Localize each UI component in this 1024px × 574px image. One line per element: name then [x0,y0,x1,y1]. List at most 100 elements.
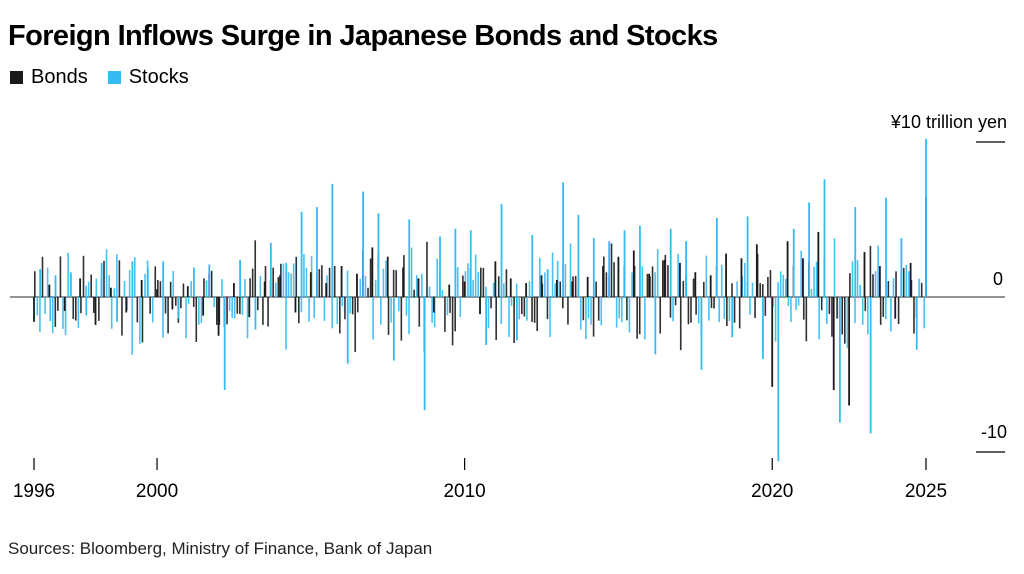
background-bar [644,297,646,340]
bar-bonds [755,244,758,297]
bar-stocks [792,228,795,297]
background-bar [874,271,877,297]
background-bar [426,241,428,297]
background-bar [292,263,295,297]
bar-stocks [362,191,365,297]
bar-stocks [423,297,426,411]
background-bar [736,281,738,297]
background-bar [718,297,720,322]
background-bar [267,297,269,327]
background-bar [221,279,223,297]
bar-bonds [233,283,235,297]
background-bar [351,297,354,315]
background-bar [195,297,198,342]
background-bar [436,258,439,297]
background-bar [39,297,41,333]
background-bar [410,247,413,297]
background-bar [826,297,828,324]
background-bar [669,297,672,318]
background-bar [187,297,190,305]
bar-stocks [777,297,780,462]
legend-swatch-stocks [107,71,121,84]
bar-stocks [146,267,149,297]
background-bar [531,297,533,323]
background-bar [562,297,564,309]
background-bar [600,297,603,326]
background-bar [549,297,551,337]
background-bar [185,297,187,339]
background-bar [836,297,838,319]
background-bar [703,281,705,297]
background-bar [203,278,205,297]
bar-bonds [109,287,112,297]
background-bar [418,297,421,327]
background-bar [390,297,392,323]
bar-stocks [546,269,549,297]
x-tick-label: 2010 [443,481,485,502]
background-bar [567,297,569,325]
background-bar [41,256,44,297]
background-bar [697,297,700,324]
background-bar [764,297,767,316]
background-bar [474,254,477,297]
bar-bonds [479,297,481,315]
background-bar [538,257,541,297]
bar-bonds [694,272,697,297]
background-bar [92,297,95,313]
background-bar [769,270,772,297]
background-bar [518,297,521,320]
bar-stocks [925,138,927,297]
background-bar [515,283,518,297]
bar-bonds [525,283,528,297]
background-bar [180,297,182,309]
y-tick-label-0: ¥10 trillion yen [890,112,1007,132]
background-bar [136,297,139,323]
background-bar [149,297,151,314]
background-bar [157,279,159,297]
background-bar [774,297,777,342]
background-bar [785,278,787,297]
background-bar [828,297,831,314]
bar-bonds [140,279,143,297]
bar-bonds [432,297,435,313]
background-bar [908,271,910,297]
background-bar [651,266,654,297]
background-bar [841,297,844,335]
background-bar [318,269,321,297]
bar-bonds [402,267,405,297]
background-bar [298,297,300,324]
bar-bonds [571,281,574,297]
x-tick-label: 2020 [751,481,793,502]
background-bar [72,297,75,320]
background-bar [523,297,526,317]
background-bar [505,269,508,297]
background-bar [123,280,126,297]
background-bar [749,297,751,315]
background-bar [116,254,118,297]
background-bar [521,297,523,315]
background-bar [695,297,697,315]
background-bar [162,297,164,338]
legend: Bonds Stocks [10,66,209,89]
bar-bonds [171,297,174,310]
background-bar [169,281,172,297]
bar-bonds [371,247,374,297]
bar-bonds [894,297,897,319]
bar-bonds [802,258,804,297]
background-bar [144,273,146,297]
bar-stocks [331,183,334,297]
background-bar [190,281,192,297]
background-bar [259,275,262,297]
bar-stocks [500,204,503,297]
background-bar [726,297,728,327]
bar-stocks [639,225,641,297]
background-bar [387,297,390,335]
background-bar [923,297,926,329]
background-bar [346,270,349,297]
background-bar [638,297,641,335]
background-bar [151,297,154,323]
bar-bonds [878,266,881,297]
background-bar [397,297,400,312]
background-bar [902,267,905,297]
background-bar [321,265,323,297]
